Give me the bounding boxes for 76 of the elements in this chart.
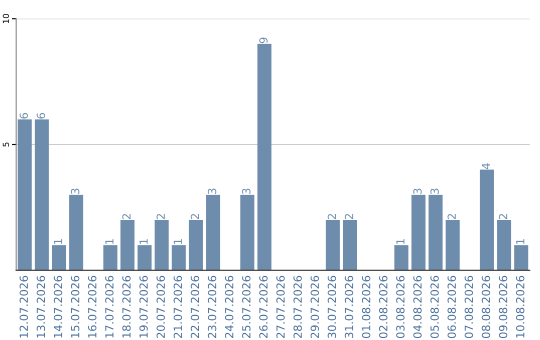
x-tick-label: 28.07.2026	[293, 276, 302, 338]
x-tick-label: 12.07.2026	[20, 276, 28, 338]
data-label: 6	[36, 112, 46, 119]
data-label: 3	[242, 188, 251, 194]
x-tick-label: 14.07.2026	[54, 276, 62, 338]
data-label: 1	[105, 239, 114, 244]
x-tick-label: 10.08.2026	[516, 276, 524, 338]
x-tick-label: 06.08.2026	[448, 276, 456, 338]
y-tick-label: 5	[2, 142, 10, 147]
data-label: 1	[396, 239, 404, 244]
data-label: 2	[122, 214, 131, 220]
x-tick-label: 05.08.2026	[430, 276, 439, 338]
bar	[257, 44, 272, 270]
data-label: 2	[190, 214, 200, 220]
bar	[18, 119, 32, 270]
x-tick-label: 22.07.2026	[190, 276, 200, 338]
bar	[206, 194, 220, 270]
bar	[326, 220, 340, 270]
bar	[342, 220, 358, 270]
data-label: 1	[516, 239, 524, 244]
bar	[446, 220, 460, 270]
x-tick-label: 18.07.2026	[122, 276, 131, 338]
bar	[497, 220, 512, 270]
bar	[188, 220, 203, 270]
bar	[514, 245, 528, 270]
data-label: 2	[448, 214, 456, 220]
data-label: 3	[70, 188, 80, 194]
x-tick-label: 16.07.2026	[88, 276, 96, 338]
bar	[52, 245, 66, 270]
data-label: 1	[174, 239, 182, 244]
bar	[34, 119, 49, 270]
x-tick-label: 27.07.2026	[276, 276, 285, 338]
bar	[172, 245, 186, 270]
bar	[138, 245, 152, 270]
x-tick-label: 20.07.2026	[156, 276, 165, 338]
y-tick-label: 10	[2, 14, 10, 24]
x-tick-label: 29.07.2026	[310, 276, 319, 338]
bar	[480, 170, 494, 270]
x-tick-label: 13.07.2026	[36, 276, 46, 338]
data-label: 2	[498, 214, 508, 220]
x-tick-label: 21.07.2026	[174, 276, 182, 338]
data-label: 9	[259, 38, 268, 44]
x-tick-label: 25.07.2026	[242, 276, 251, 338]
data-label: 6	[20, 112, 28, 119]
data-label: 3	[413, 188, 422, 194]
data-label: 4	[482, 163, 490, 170]
bar	[103, 245, 118, 270]
x-tick-label: 15.07.2026	[70, 276, 80, 338]
x-tick-label: 02.08.2026	[379, 276, 388, 338]
x-tick-label: 04.08.2026	[413, 276, 422, 338]
x-tick-label: 26.07.2026	[259, 276, 268, 338]
x-tick-label: 23.07.2026	[208, 276, 216, 338]
x-tick-label: 07.08.2026	[464, 276, 474, 338]
x-tick-label: 31.07.2026	[344, 276, 354, 338]
x-tick-label: 09.08.2026	[498, 276, 508, 338]
data-label: 3	[430, 188, 439, 194]
x-tick-label: 08.08.2026	[482, 276, 490, 338]
bar	[411, 194, 426, 270]
data-label: 3	[208, 188, 216, 194]
bar	[120, 220, 134, 270]
data-label: 2	[328, 214, 336, 220]
x-tick-label: 01.08.2026	[362, 276, 370, 338]
data-label: 1	[140, 239, 148, 244]
data-label: 1	[54, 239, 62, 244]
x-tick-label: 19.07.2026	[139, 276, 148, 338]
data-label: 2	[156, 214, 165, 220]
bar	[154, 220, 169, 270]
x-tick-label: 17.07.2026	[105, 276, 114, 338]
data-label: 2	[344, 214, 354, 220]
x-tick-label: 03.08.2026	[396, 276, 405, 338]
x-tick-label: 24.07.2026	[224, 276, 234, 338]
x-tick-label: 30.07.2026	[328, 276, 336, 338]
bar	[394, 245, 408, 270]
bar	[428, 194, 443, 270]
bar	[69, 194, 84, 270]
bar	[240, 194, 254, 270]
